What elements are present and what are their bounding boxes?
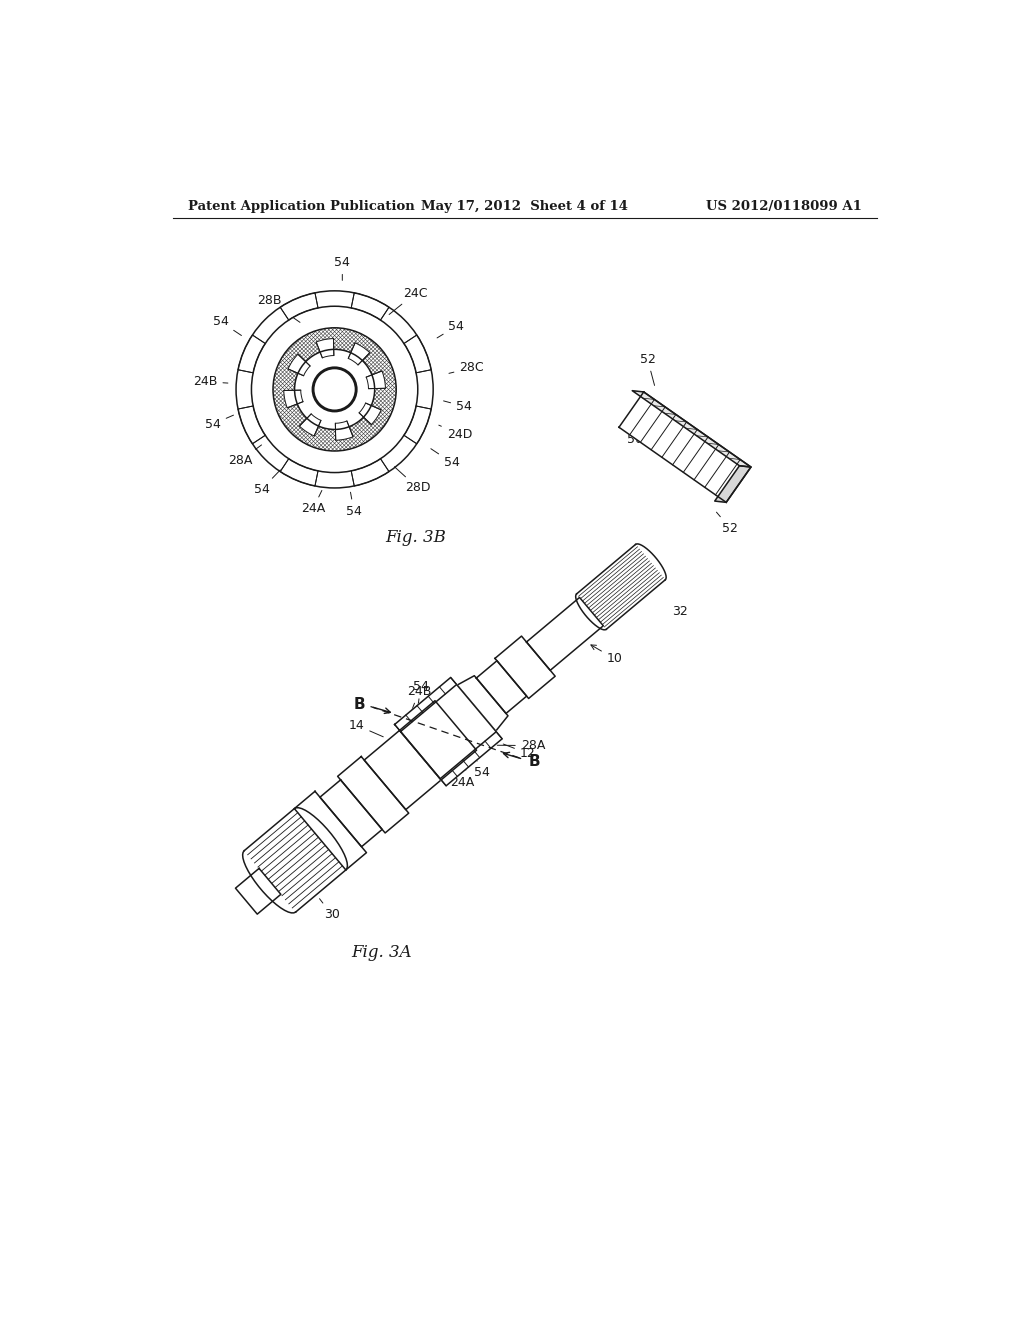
Text: 54: 54	[443, 400, 472, 413]
Polygon shape	[394, 677, 502, 785]
Text: 10: 10	[591, 645, 623, 665]
Wedge shape	[403, 407, 431, 444]
Polygon shape	[365, 730, 441, 809]
Wedge shape	[351, 293, 389, 319]
Text: 14: 14	[348, 718, 383, 737]
Text: 28A: 28A	[498, 739, 545, 752]
Wedge shape	[359, 403, 381, 425]
Text: Fig. 3A: Fig. 3A	[351, 944, 412, 961]
Text: 54: 54	[346, 492, 361, 517]
Text: 54: 54	[205, 416, 233, 430]
Text: 32: 32	[672, 605, 688, 618]
Text: 54: 54	[335, 256, 350, 280]
Text: Patent Application Publication: Patent Application Publication	[188, 199, 415, 213]
Text: 12: 12	[503, 744, 536, 760]
Polygon shape	[526, 598, 603, 671]
Text: 52: 52	[717, 512, 738, 535]
Polygon shape	[399, 701, 476, 780]
Text: 50: 50	[627, 433, 667, 446]
Circle shape	[232, 286, 437, 492]
Text: May 17, 2012  Sheet 4 of 14: May 17, 2012 Sheet 4 of 14	[421, 199, 629, 213]
Text: Fig. 3B: Fig. 3B	[385, 529, 445, 545]
Text: 54: 54	[431, 449, 460, 469]
Wedge shape	[299, 414, 321, 436]
Polygon shape	[294, 791, 367, 870]
Wedge shape	[351, 459, 389, 486]
Wedge shape	[238, 335, 265, 372]
Polygon shape	[434, 686, 494, 751]
Polygon shape	[495, 636, 555, 698]
Text: 54: 54	[437, 319, 464, 338]
Text: 24A: 24A	[301, 491, 326, 515]
Text: US 2012/0118099 A1: US 2012/0118099 A1	[707, 199, 862, 213]
Text: 54: 54	[254, 470, 281, 496]
Text: 30: 30	[319, 899, 340, 921]
Text: 24A: 24A	[451, 762, 475, 789]
Text: 24B: 24B	[407, 685, 431, 719]
Text: B: B	[528, 754, 540, 768]
Wedge shape	[316, 339, 334, 358]
Text: 28C: 28C	[449, 362, 484, 375]
Text: 28B: 28B	[257, 294, 300, 322]
Polygon shape	[618, 392, 751, 503]
Text: 28A: 28A	[228, 445, 261, 467]
Wedge shape	[284, 391, 303, 408]
Wedge shape	[403, 335, 431, 372]
Text: 24D: 24D	[439, 425, 472, 441]
Text: 24C: 24C	[389, 286, 428, 314]
Text: 54: 54	[213, 315, 242, 335]
Text: B: B	[354, 697, 366, 711]
Polygon shape	[454, 676, 508, 734]
Polygon shape	[632, 391, 751, 467]
Polygon shape	[476, 661, 526, 713]
Text: 54: 54	[413, 680, 429, 713]
Wedge shape	[288, 354, 310, 376]
Wedge shape	[348, 343, 370, 364]
Text: 52: 52	[640, 352, 655, 385]
Wedge shape	[335, 421, 353, 440]
Circle shape	[313, 368, 356, 411]
Polygon shape	[338, 756, 409, 833]
Wedge shape	[281, 459, 318, 486]
Polygon shape	[236, 869, 281, 915]
Polygon shape	[715, 466, 751, 503]
Text: 24B: 24B	[194, 375, 228, 388]
Wedge shape	[367, 371, 385, 388]
Text: 54: 54	[474, 756, 489, 779]
Wedge shape	[281, 293, 318, 319]
Wedge shape	[238, 407, 265, 444]
Text: 28D: 28D	[394, 467, 430, 495]
Polygon shape	[400, 685, 497, 779]
Polygon shape	[319, 780, 382, 846]
